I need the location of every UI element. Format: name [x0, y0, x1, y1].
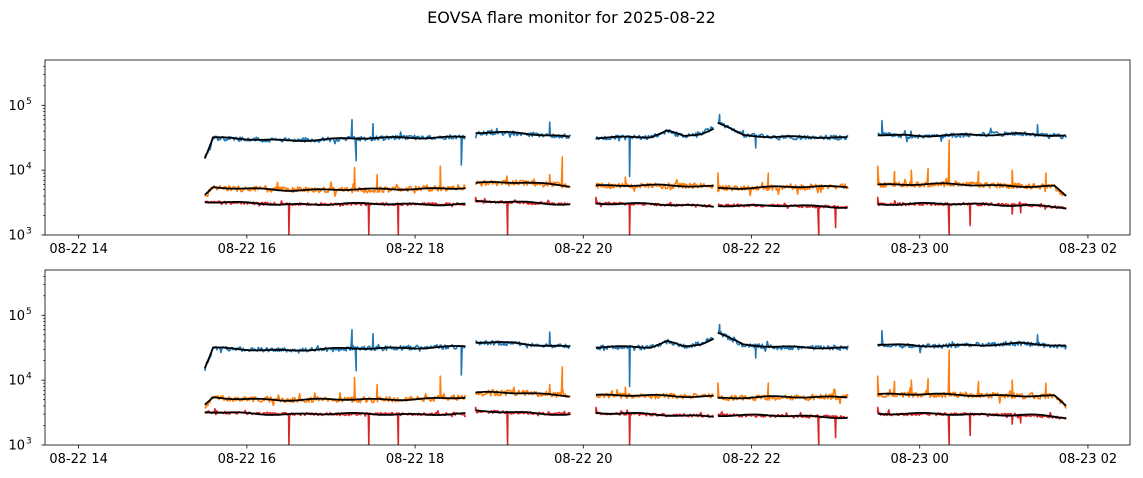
series-trend-band-1	[203, 331, 1067, 369]
series-trend-band-3	[204, 199, 1067, 210]
axes-frame	[44, 59, 1131, 236]
plot-area	[203, 323, 1068, 445]
x-tick-label: 08-22 22	[722, 452, 780, 467]
series-trend-band-2	[204, 181, 1067, 197]
y-tick-exponent: 3	[26, 227, 32, 237]
y-tick-exponent: 3	[26, 437, 32, 447]
y-tick-label: 10	[8, 309, 25, 324]
x-tick-label: 08-22 20	[554, 242, 612, 257]
x-tick-label: 08-22 14	[49, 242, 107, 257]
axes-frame	[44, 269, 1131, 446]
x-tick-label: 08-22 14	[49, 452, 107, 467]
y-tick-label: 10	[8, 164, 25, 179]
y-tick-label: 10	[8, 99, 25, 114]
series-line-band-1	[204, 323, 1068, 388]
series-trend-band-2	[204, 390, 1067, 407]
y-tick-label: 10	[8, 229, 25, 244]
x-tick-label: 08-22 20	[554, 452, 612, 467]
x-tick-label: 08-22 16	[218, 452, 276, 467]
y-tick-label: 10	[8, 439, 25, 454]
series-line-band-2	[204, 139, 1067, 197]
x-tick-label: 08-22 16	[218, 242, 276, 257]
series-trend-band-3	[204, 409, 1067, 420]
y-tick-exponent: 4	[26, 162, 32, 172]
series-trend-band-1	[203, 121, 1067, 159]
top-panel: 08-22 14 08-22 16 08-22 18 08-22 20 08-22 22…	[8, 59, 1131, 257]
x-tick-label: 08-23 02	[1059, 452, 1117, 467]
x-tick-label: 08-22 22	[722, 242, 780, 257]
y-tick-exponent: 4	[26, 372, 32, 382]
x-tick-label: 08-23 02	[1059, 242, 1117, 257]
figure-title: EOVSA flare monitor for 2025-08-22	[427, 8, 716, 27]
x-tick-label: 08-23 00	[891, 452, 949, 467]
y-tick-exponent: 5	[26, 307, 32, 317]
x-tick-label: 08-22 18	[386, 452, 444, 467]
plot-area	[203, 113, 1068, 235]
y-tick-label: 10	[8, 374, 25, 389]
x-tick-label: 08-23 00	[891, 242, 949, 257]
y-tick-exponent: 5	[26, 97, 32, 107]
bottom-panel: 08-22 14 08-22 16 08-22 18 08-22 20 08-22 22…	[8, 269, 1131, 467]
x-tick-label: 08-22 18	[386, 242, 444, 257]
series-line-band-1	[204, 113, 1068, 178]
